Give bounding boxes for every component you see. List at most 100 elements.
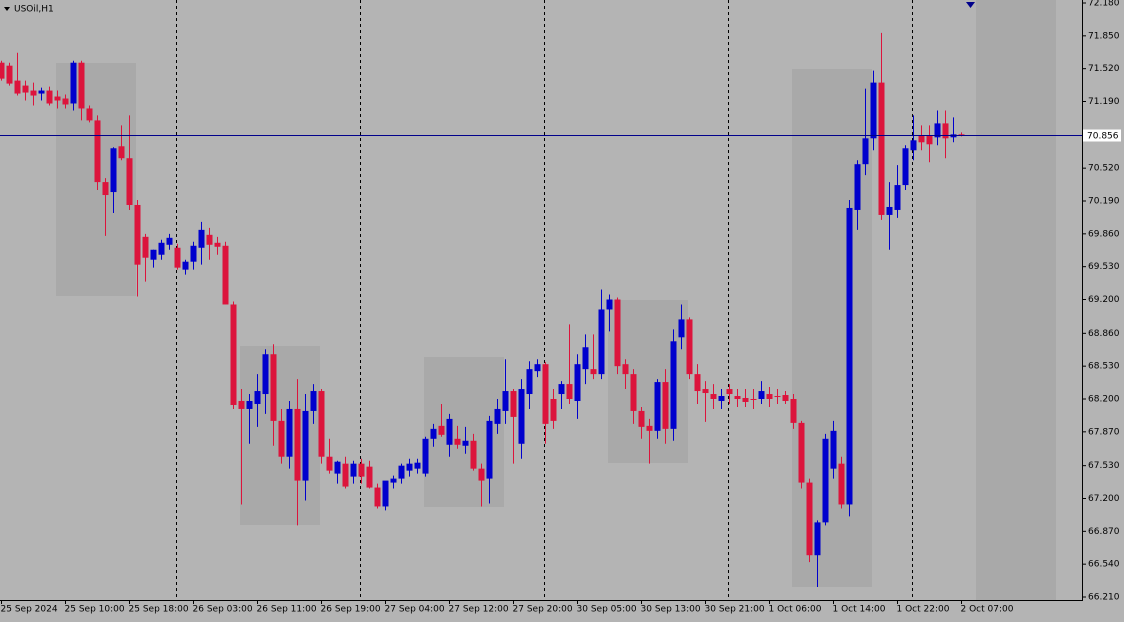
candle-body (550, 399, 557, 421)
candle-body (598, 309, 605, 375)
candle-body (638, 410, 645, 427)
candle-body (798, 422, 805, 483)
candle-body (406, 463, 413, 471)
candle-body (566, 384, 573, 399)
candle-body (654, 382, 661, 431)
candle-body (558, 384, 565, 395)
candle-body (126, 158, 133, 205)
candle-body (366, 466, 373, 488)
candle-body (478, 468, 485, 481)
candle-body (422, 438, 429, 474)
x-tick-label: 1 Oct 14:00 (833, 605, 886, 615)
candle-body (862, 138, 869, 165)
candle-body (502, 391, 509, 411)
candle-body (374, 487, 381, 507)
candle-body (142, 236, 149, 258)
candle-body (854, 164, 861, 210)
candle-body (670, 341, 677, 429)
current-price-box (1083, 129, 1121, 142)
candle-body (182, 261, 189, 270)
candle-body (302, 410, 309, 481)
candle-body (806, 482, 813, 556)
candle-body (86, 108, 93, 121)
session-box (792, 69, 872, 587)
candle-body (902, 148, 909, 186)
candle-body (606, 299, 613, 310)
y-tick-label: 66.210 (1088, 593, 1120, 603)
candle-body (454, 438, 461, 445)
candle-body (646, 425, 653, 431)
candle-body (262, 354, 269, 395)
candle-body (438, 425, 445, 435)
candle-body (414, 462, 421, 469)
candle-body (958, 134, 965, 136)
candle-body (382, 480, 389, 507)
candle-body (390, 478, 397, 483)
y-tick-label: 69.860 (1088, 229, 1120, 239)
y-tick-label: 66.870 (1088, 527, 1120, 537)
candle-body (694, 374, 701, 392)
y-tick-label: 67.530 (1088, 461, 1120, 471)
candle-body (894, 185, 901, 210)
y-tick-label: 69.530 (1088, 262, 1120, 272)
candle-body (702, 389, 709, 394)
y-tick-label: 68.530 (1088, 362, 1120, 372)
candle-body (38, 90, 45, 94)
candle-body (838, 463, 845, 505)
candle-body (118, 146, 125, 159)
x-tick-label: 27 Sep 04:00 (385, 605, 445, 615)
candle-body (70, 62, 77, 104)
candle-body (910, 140, 917, 151)
x-tick-label: 26 Sep 11:00 (257, 605, 317, 615)
y-tick-label: 71.520 (1088, 64, 1120, 74)
x-tick-label: 25 Sep 2024 (1, 605, 58, 615)
candle-body (358, 463, 365, 477)
candle-body (238, 400, 245, 409)
chart-title: USOil,H1 (14, 5, 54, 15)
candle-body (622, 364, 629, 375)
candle-body (726, 389, 733, 395)
candle-body (318, 391, 325, 457)
y-tick-label: 71.850 (1088, 31, 1120, 41)
candle-body (158, 242, 165, 255)
x-tick-label: 27 Sep 12:00 (449, 605, 509, 615)
candle-body (22, 85, 29, 93)
candle-body (174, 247, 181, 268)
candle-body (526, 369, 533, 395)
candle-body (230, 304, 237, 405)
x-tick-label: 1 Oct 06:00 (769, 605, 822, 615)
candle-body (822, 438, 829, 523)
candle-body (278, 420, 285, 457)
candle-body (310, 391, 317, 411)
candle-body (222, 245, 229, 305)
candle-body (190, 245, 197, 262)
y-tick-label: 67.870 (1088, 427, 1120, 437)
candle-body (30, 90, 37, 96)
candle-body (254, 391, 261, 404)
candle-body (774, 396, 781, 398)
candle-body (342, 463, 349, 487)
y-tick-label: 66.540 (1088, 560, 1120, 570)
candle-body (62, 98, 69, 105)
day-separators (176, 0, 913, 600)
candle-body (886, 206, 893, 215)
candle-body (734, 396, 741, 399)
candle-body (574, 364, 581, 401)
candle-body (166, 237, 173, 245)
candle-body (710, 394, 717, 399)
candle-body (750, 399, 757, 400)
y-tick-label: 68.200 (1088, 395, 1120, 405)
candle-body (326, 456, 333, 471)
candle-body (542, 364, 549, 424)
candle-body (758, 391, 765, 399)
candle-body (742, 398, 749, 402)
candle-body (246, 400, 253, 409)
candle-body (510, 391, 517, 417)
candle-body (350, 463, 357, 477)
candle-body (614, 299, 621, 367)
candle-body (766, 394, 773, 399)
candle-body (678, 319, 685, 338)
shift-marker (966, 2, 975, 8)
candle-body (334, 461, 341, 474)
